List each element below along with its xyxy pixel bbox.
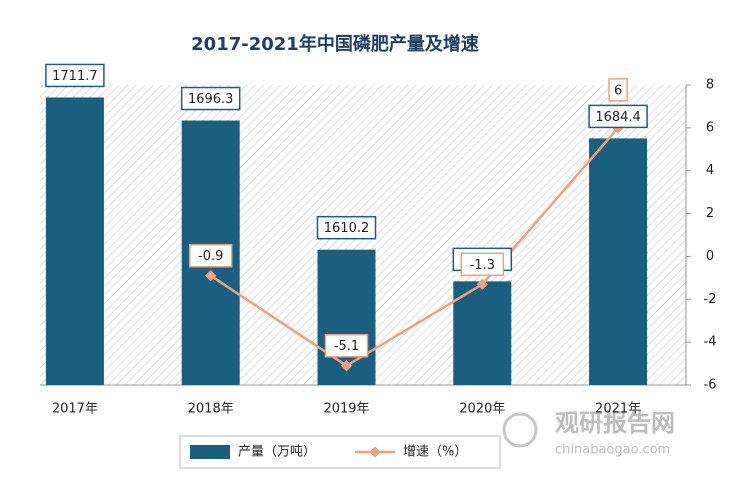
data-label-box bbox=[460, 252, 505, 277]
legend-label: 产量（万吨） bbox=[238, 445, 316, 460]
y2-tick-label: -6 bbox=[704, 378, 717, 393]
data-label-box bbox=[188, 243, 233, 268]
y2-tick-label: 8 bbox=[706, 78, 714, 93]
data-label-box bbox=[316, 215, 377, 240]
y2-tick-label: 4 bbox=[706, 163, 714, 178]
data-label: 6 bbox=[614, 83, 622, 98]
x-tick-label: 2020年 bbox=[459, 402, 505, 417]
y2-tick-label: -4 bbox=[704, 335, 717, 350]
data-label: 1711.7 bbox=[52, 69, 98, 84]
watermark: 观研报告网 chinabaogao.com bbox=[502, 409, 675, 458]
watermark-logo bbox=[502, 412, 538, 448]
legend-swatch bbox=[190, 445, 230, 459]
watermark-url: chinabaogao.com bbox=[555, 443, 670, 458]
y2-tick-label: -2 bbox=[704, 292, 717, 307]
data-label: 1696.3 bbox=[188, 92, 234, 107]
bar bbox=[453, 281, 512, 385]
chart-title: 2017-2021年中国磷肥产量及增速 bbox=[191, 33, 479, 55]
data-label-box bbox=[180, 86, 241, 111]
y2-tick-label: 0 bbox=[706, 249, 714, 264]
y2-tick-label: 6 bbox=[706, 120, 714, 135]
data-label: 1610.2 bbox=[324, 221, 370, 236]
bar bbox=[45, 97, 104, 385]
bar bbox=[589, 138, 648, 385]
data-label-box bbox=[608, 78, 628, 102]
legend-label: 增速（%） bbox=[403, 445, 467, 460]
line-marker bbox=[476, 278, 488, 290]
line bbox=[210, 127, 620, 367]
data-label-box bbox=[324, 333, 369, 358]
data-label: -1.3 bbox=[470, 258, 495, 273]
data-label-box bbox=[45, 63, 105, 88]
data-label: -5.1 bbox=[334, 339, 359, 354]
legend-swatch-marker bbox=[369, 446, 381, 458]
data-label: 1684.4 bbox=[595, 110, 641, 125]
line-marker bbox=[205, 270, 217, 282]
y2-tick-label: 2 bbox=[706, 206, 714, 221]
legend-box bbox=[179, 435, 501, 469]
x-tick-label: 2019年 bbox=[323, 402, 369, 417]
data-label-box bbox=[588, 104, 648, 129]
x-tick-label: 2021年 bbox=[595, 402, 641, 417]
data-label: -0.9 bbox=[198, 249, 223, 264]
x-tick-label: 2018年 bbox=[188, 402, 234, 417]
line-marker bbox=[340, 360, 353, 372]
watermark-name: 观研报告网 bbox=[555, 409, 675, 437]
x-tick-label: 2017年 bbox=[52, 402, 98, 417]
